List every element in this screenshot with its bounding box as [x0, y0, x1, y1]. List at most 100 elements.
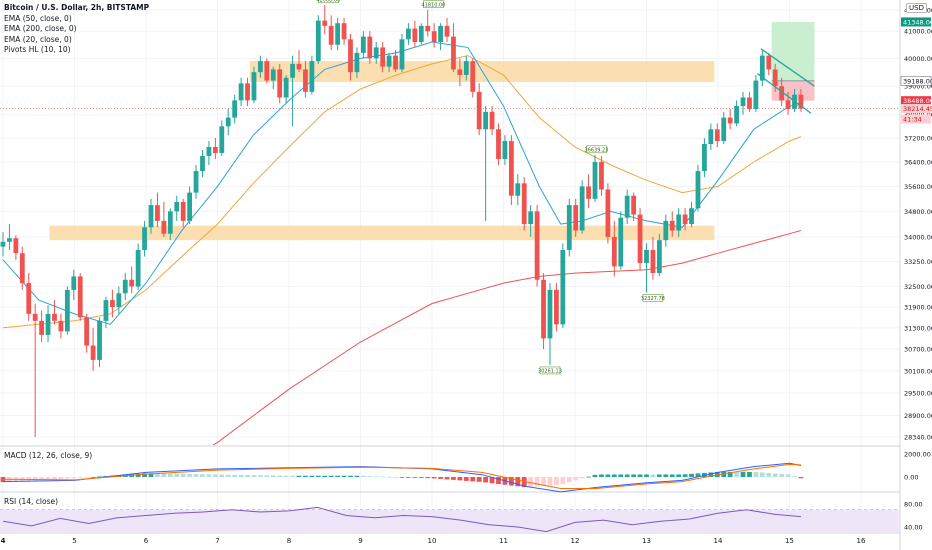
candle [142, 220, 147, 257]
candle [676, 208, 682, 237]
time-axis[interactable]: 4 5 6 7 8 9 10 11 12 13 14 15 16 [1, 537, 866, 545]
candle [566, 198, 572, 257]
price-tick-label: 31900.00 [904, 303, 932, 311]
candle-body [26, 283, 32, 314]
pivot-box [318, 0, 339, 4]
candle [528, 205, 534, 237]
candle-body [45, 313, 51, 335]
candle [84, 313, 90, 353]
price-label-text: 38214.45 [903, 105, 932, 113]
ema-50-line [2, 55, 802, 329]
candle [496, 123, 501, 166]
candle-body [644, 249, 649, 264]
channel-lower-line[interactable] [756, 73, 812, 114]
macd-histogram-bar [663, 474, 669, 477]
macd-histogram-bar [212, 474, 218, 477]
candle-body [360, 36, 366, 53]
macd-histogram-bar [798, 477, 804, 479]
candle-body [315, 20, 321, 62]
channel-lines[interactable] [756, 48, 815, 114]
candle-body [187, 192, 193, 221]
candle [412, 20, 418, 48]
candle [689, 201, 694, 228]
sr-zone[interactable] [49, 225, 715, 241]
macd-histogram-bar [193, 474, 199, 477]
channel-upper-line[interactable] [760, 48, 815, 87]
macd-histogram-bar [759, 472, 765, 477]
candle [206, 141, 212, 166]
rsi-pane [0, 506, 900, 532]
candle-body [734, 106, 739, 124]
candle [174, 195, 180, 221]
profit-target-zone[interactable] [771, 21, 815, 81]
candle [187, 186, 193, 225]
candle-body [174, 201, 180, 212]
candle-body [682, 214, 688, 225]
macd-histogram-bar [624, 474, 630, 477]
candle-body [180, 201, 186, 221]
candle [225, 108, 231, 136]
symbol-title[interactable]: Bitcoin / U.S. Dollar, 2h, BITSTAMP [4, 3, 150, 12]
candle [341, 17, 347, 45]
study-ema-20[interactable]: EMA (20, close, 0) [4, 34, 72, 44]
study-pivots[interactable]: Pivots HL (10, 10) [4, 45, 71, 54]
candle-body [103, 300, 109, 321]
price-label-stop: 38488.00 [901, 96, 932, 106]
candle [290, 55, 295, 127]
candle [52, 300, 57, 325]
candle-body [39, 320, 45, 335]
candle [759, 50, 765, 87]
candle-body [631, 195, 637, 215]
candle [129, 266, 135, 294]
currency-badge[interactable]: USD [906, 3, 927, 13]
candle [97, 317, 102, 368]
macd-histogram-bar [779, 473, 785, 477]
macd-histogram-bar [380, 476, 386, 478]
macd-histogram-bar [573, 477, 579, 481]
candle [747, 91, 752, 112]
study-ema-200[interactable]: EMA (200, close, 0) [4, 24, 77, 33]
macd-histogram-bar [637, 474, 643, 477]
candle [695, 165, 701, 212]
candle [45, 305, 51, 342]
rsi-label[interactable]: RSI (14, close) [4, 497, 59, 506]
candle [161, 201, 167, 237]
candle [470, 58, 476, 98]
candle-body [212, 146, 218, 153]
macd-tick-label: 0.00 [904, 474, 918, 482]
macd-label[interactable]: MACD (12, 26, close, 9) [4, 451, 93, 460]
macd-histogram-bar [180, 473, 186, 477]
candles [0, 4, 804, 437]
study-ema-50[interactable]: EMA (50, close, 0) [4, 13, 72, 23]
macd-histogram-bar [457, 477, 463, 481]
macd-histogram-bar [534, 477, 540, 487]
macd-histogram-bar [77, 477, 83, 478]
ema-200-line [212, 230, 802, 445]
macd-histogram-bar [187, 473, 193, 477]
candle-body [676, 214, 682, 231]
candle [463, 55, 469, 81]
price-label-box [900, 76, 932, 86]
candle [766, 52, 772, 75]
time-tick-label: 5 [72, 537, 76, 545]
macd-histogram-bar [644, 474, 649, 477]
macd-histogram-bar [586, 476, 591, 478]
candle-body [277, 69, 283, 98]
candle-body [618, 217, 624, 267]
candle [32, 303, 38, 437]
candle-body [77, 276, 83, 318]
macd-histogram-bar [695, 473, 701, 477]
macd-histogram-bar [45, 477, 51, 480]
macd-histogram-bar [463, 477, 469, 481]
macd-histogram-bar [611, 474, 617, 477]
macd-histogram-bar [315, 475, 321, 477]
candle-body [122, 279, 128, 294]
candle-body [264, 61, 270, 81]
macd-histogram-bar [792, 476, 797, 477]
macd-histogram-bar [258, 475, 263, 477]
candle-body [695, 171, 701, 209]
macd-histogram-bar [58, 477, 64, 479]
macd-histogram-bar [90, 476, 96, 478]
candle-body [624, 195, 630, 218]
